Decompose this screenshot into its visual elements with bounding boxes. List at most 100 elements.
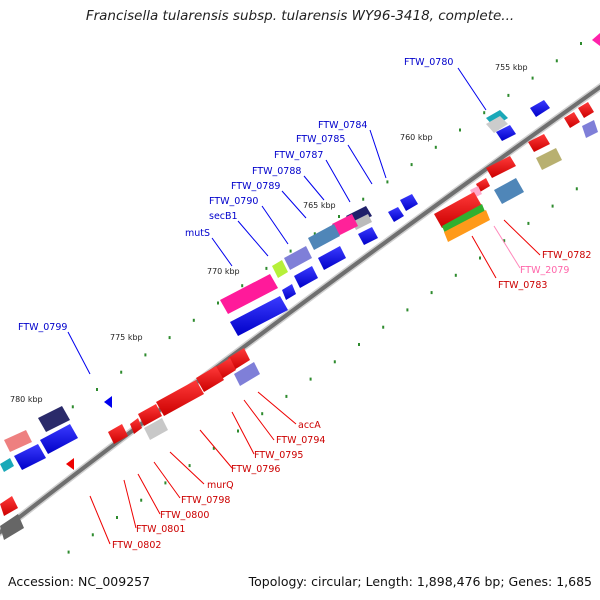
- gene-label-ftw-0794[interactable]: FTW_0794: [276, 435, 325, 446]
- gene-block: [496, 125, 516, 141]
- tick-dot: [188, 464, 191, 468]
- tick-dot: [406, 308, 409, 312]
- tick-dot: [309, 377, 312, 381]
- gene-label-ftw-0801[interactable]: FTW_0801: [136, 524, 185, 535]
- tick-dot: [168, 336, 171, 340]
- gene-block: [108, 424, 128, 444]
- tick-dot: [164, 481, 167, 485]
- tick-dot: [338, 215, 340, 218]
- tick-dot: [261, 412, 264, 416]
- gene-block: [530, 100, 550, 117]
- gene-label-ftw-0795[interactable]: FTW_0795: [254, 450, 303, 461]
- gene-block: [104, 396, 112, 408]
- gene-label-ftw-0787[interactable]: FTW_0787: [274, 150, 323, 161]
- gene-block: [220, 274, 278, 314]
- gene-block: [332, 214, 358, 236]
- gene-label-muts[interactable]: mutS: [185, 228, 210, 239]
- tick-dot: [140, 498, 143, 502]
- gene-block: [272, 260, 288, 278]
- gene-label-ftw-0783[interactable]: FTW_0783: [498, 280, 547, 291]
- gene-label-ftw-0788[interactable]: FTW_0788: [252, 166, 301, 177]
- tick-dot: [483, 111, 486, 115]
- gene-block: [14, 444, 46, 470]
- map-title: Francisella tularensis subsp. tularensis…: [85, 8, 515, 24]
- gene-label-ftw-0780[interactable]: FTW_0780: [404, 57, 453, 68]
- tick-dot: [527, 221, 530, 225]
- gene-block: [486, 156, 516, 178]
- tick-dot: [192, 318, 195, 322]
- gene-block: [40, 424, 78, 454]
- tick-dot: [289, 249, 292, 253]
- gene-label-secb1[interactable]: secB1: [209, 211, 238, 222]
- gene-label-ftw-0799[interactable]: FTW_0799: [18, 322, 67, 333]
- gene-label-ftw-0800[interactable]: FTW_0800: [160, 510, 209, 521]
- gene-label-ftw-0782[interactable]: FTW_0782: [542, 250, 591, 261]
- kbp-label-760: 760 kbp: [400, 133, 433, 142]
- gene-block: [400, 194, 418, 211]
- tick-dot: [71, 405, 74, 409]
- tick-dot: [386, 180, 389, 184]
- gene-block: [196, 366, 224, 392]
- gene-block: [494, 178, 524, 204]
- gene-block: [486, 116, 508, 133]
- reverse-strand-features[interactable]: [0, 102, 598, 540]
- kbp-label-770: 770 kbp: [207, 267, 240, 276]
- gene-block: [0, 458, 14, 472]
- kbp-label-765: 765 kbp: [303, 201, 336, 210]
- tick-dot: [217, 301, 219, 305]
- tick-dot: [67, 550, 70, 554]
- gene-block: [528, 134, 550, 152]
- gene-block: [582, 120, 598, 138]
- gene-block: [228, 348, 250, 370]
- gene-label-ftw-0784[interactable]: FTW_0784: [318, 120, 367, 131]
- tick-dot: [285, 394, 288, 398]
- gene-block: [308, 224, 340, 250]
- gene-label-ftw-2079[interactable]: FTW_2079: [520, 265, 569, 276]
- kbp-label-780: 780 kbp: [10, 395, 43, 404]
- forward-gene-labels: FTW_0780 FTW_0784 FTW_0785 FTW_0787 FTW_…: [18, 57, 453, 333]
- gene-label-acca[interactable]: accA: [298, 420, 321, 431]
- genome-summary-text: Topology: circular; Length: 1,898,476 bp…: [248, 574, 592, 589]
- gene-block: [284, 246, 312, 270]
- gene-block: [230, 296, 288, 336]
- gene-label-ftw-0785[interactable]: FTW_0785: [296, 134, 345, 145]
- tick-dot: [212, 446, 215, 450]
- gene-label-ftw-0796[interactable]: FTW_0796: [231, 464, 280, 475]
- forward-strand-features[interactable]: [0, 33, 600, 472]
- tick-dot: [555, 59, 558, 63]
- gene-block: [0, 514, 24, 540]
- gene-label-ftw-0802[interactable]: FTW_0802: [112, 540, 161, 551]
- tick-dot: [454, 273, 457, 277]
- gene-block: [536, 148, 562, 170]
- gene-block: [294, 266, 318, 288]
- gene-label-ftw-0789[interactable]: FTW_0789: [231, 181, 280, 192]
- gene-block: [578, 102, 594, 118]
- gene-block: [282, 284, 296, 300]
- gene-block: [0, 496, 18, 516]
- gene-label-ftw-0790[interactable]: FTW_0790: [209, 196, 258, 207]
- gene-block: [476, 178, 490, 192]
- gene-label-ftw-0798[interactable]: FTW_0798: [181, 495, 230, 506]
- tick-dot: [575, 187, 578, 191]
- tick-dot: [410, 163, 413, 167]
- tick-dot: [91, 533, 94, 537]
- tick-dot: [580, 42, 582, 45]
- gene-label-murq[interactable]: murQ: [207, 480, 234, 491]
- tick-dot: [507, 93, 510, 97]
- tick-dot: [333, 360, 336, 364]
- reverse-label-leaders: [89, 219, 541, 545]
- tick-dot: [434, 145, 437, 149]
- gene-block: [138, 404, 162, 426]
- tick-dot: [459, 128, 461, 132]
- kbp-label-775: 775 kbp: [110, 333, 143, 342]
- gene-block: [38, 406, 70, 432]
- tick-dot: [96, 388, 98, 391]
- gene-block: [444, 210, 490, 242]
- gene-block: [234, 362, 260, 386]
- tick-dot: [265, 266, 268, 270]
- tick-dot: [241, 284, 244, 288]
- kbp-label-755: 755 kbp: [495, 63, 528, 72]
- tick-dot: [531, 76, 534, 80]
- gene-block: [130, 418, 142, 434]
